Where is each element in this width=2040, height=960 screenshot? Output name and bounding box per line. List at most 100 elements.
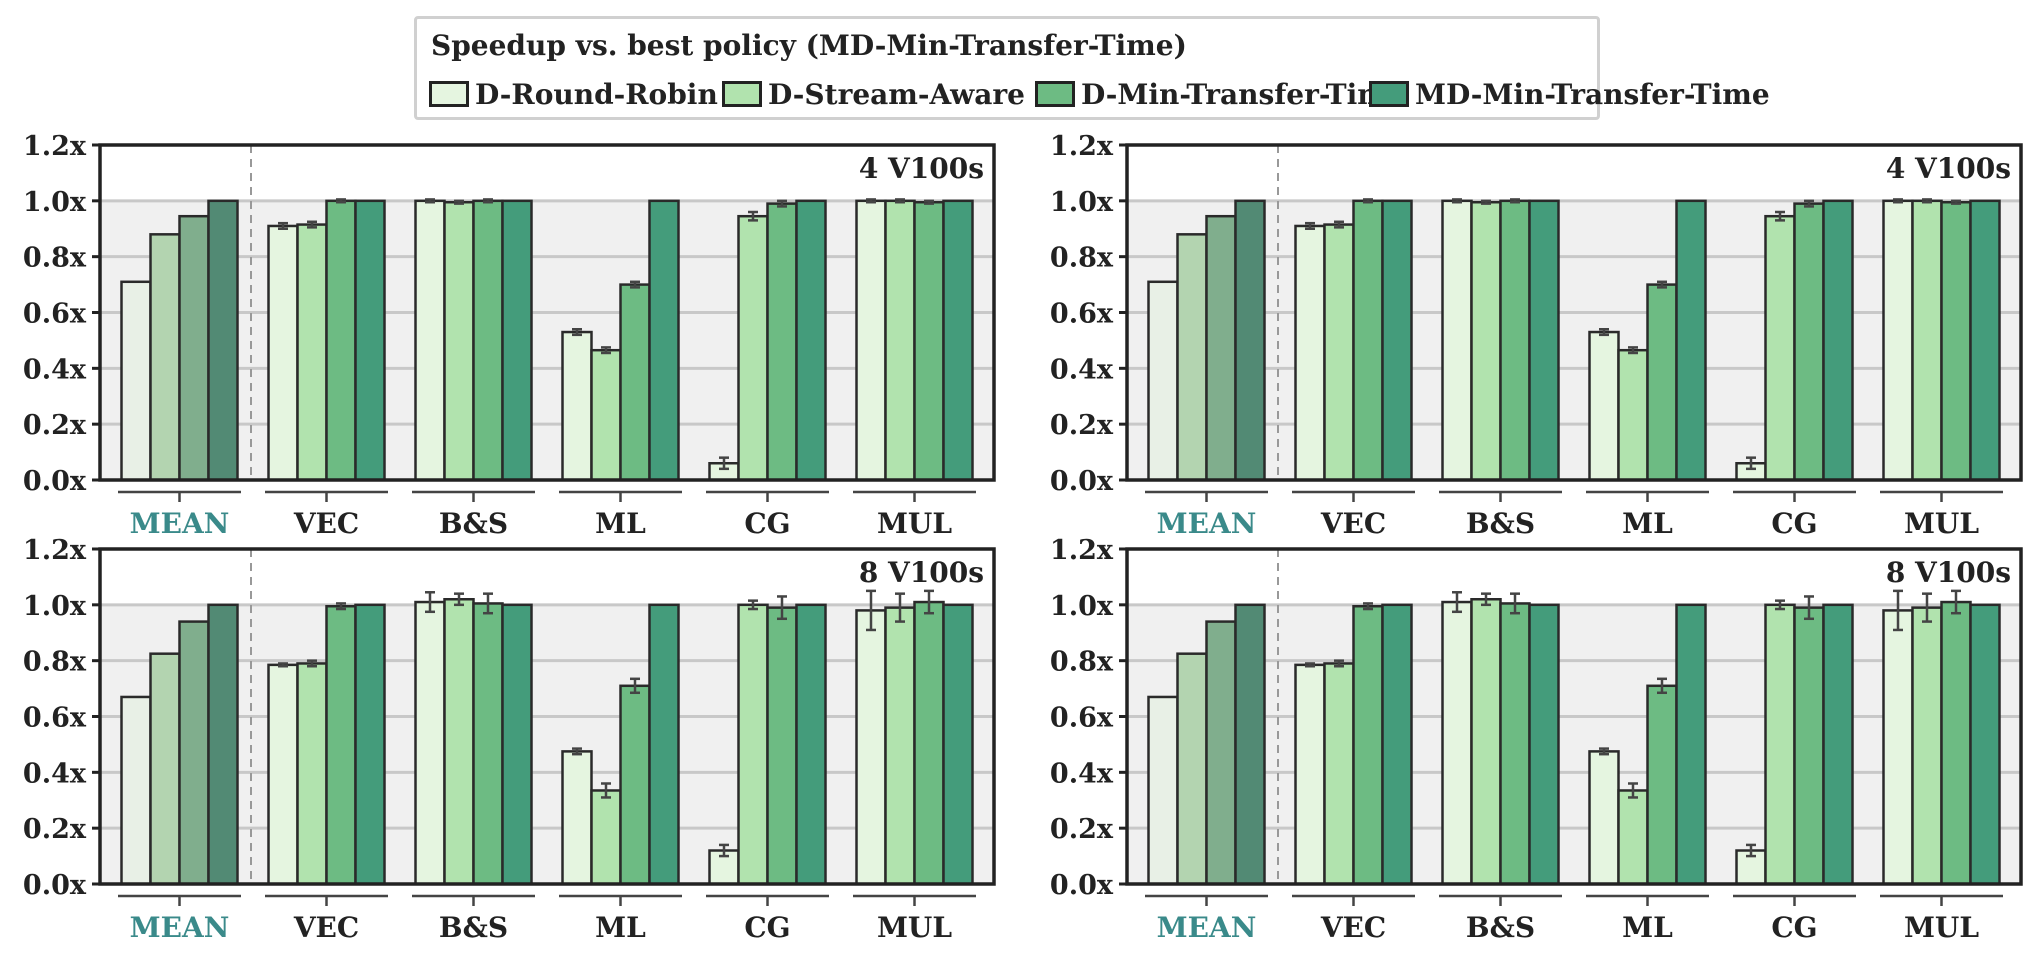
bar xyxy=(1470,200,1502,482)
bar xyxy=(561,330,593,482)
bar xyxy=(1352,199,1384,482)
bar xyxy=(1323,223,1355,482)
bar xyxy=(1381,199,1413,482)
bar xyxy=(795,603,827,886)
bar xyxy=(1764,603,1796,886)
category-label: ML xyxy=(1622,911,1673,944)
y-tick-label: 0.8x xyxy=(23,647,87,678)
y-tick-label: 0.2x xyxy=(23,814,87,845)
bar xyxy=(1176,233,1208,482)
legend-swatch xyxy=(1035,81,1075,107)
y-tick-label: 1.2x xyxy=(1050,535,1114,566)
bar xyxy=(942,199,974,482)
bar xyxy=(501,603,533,886)
legend: Speedup vs. best policy (MD-Min-Transfer… xyxy=(414,16,1770,120)
bar xyxy=(942,603,974,886)
bar xyxy=(1675,199,1707,482)
chart-panel: 0.0x 0.2x 0.4x 0.6x 0.8x 1.0x 1.2x MEAN VEC B&S ML… xyxy=(1050,535,2023,944)
bar xyxy=(1969,603,2001,886)
category-label: B&S xyxy=(439,911,508,944)
y-tick-label: 1.0x xyxy=(1050,591,1114,622)
category-label: CG xyxy=(1771,911,1817,944)
y-tick-label: 1.2x xyxy=(1050,131,1114,162)
plot-frame xyxy=(98,143,996,482)
bar xyxy=(561,750,593,886)
y-tick-label: 0.4x xyxy=(23,758,87,789)
bar xyxy=(855,199,887,482)
y-tick-label: 0.2x xyxy=(1050,410,1114,441)
category-label: VEC xyxy=(1320,507,1386,540)
bar xyxy=(325,604,357,886)
legend-swatch xyxy=(722,81,762,107)
bar xyxy=(178,214,210,482)
y-tick-label: 0.8x xyxy=(1050,647,1114,678)
bar xyxy=(766,202,798,482)
category-label: ML xyxy=(595,507,646,540)
legend-label: MD-Min-Transfer-Time xyxy=(1415,77,1770,111)
legend-entry-d-min-transfer-time: D-Min-Transfer-Time xyxy=(1035,77,1405,111)
bar xyxy=(1323,662,1355,886)
bar xyxy=(1205,620,1237,886)
bar xyxy=(1882,199,1914,482)
bar xyxy=(1205,214,1237,482)
legend-label: D-Min-Transfer-Time xyxy=(1081,77,1405,111)
bar xyxy=(414,600,446,886)
bar xyxy=(913,600,945,886)
bar xyxy=(1882,609,1914,886)
plot-frame xyxy=(98,547,996,886)
bar xyxy=(1617,348,1649,482)
bar xyxy=(1294,663,1326,886)
legend-entry-d-stream-aware: D-Stream-Aware xyxy=(722,77,1025,111)
bar xyxy=(1470,598,1502,886)
category-label: MEAN xyxy=(130,507,230,540)
y-tick-label: 1.2x xyxy=(23,535,87,566)
category-label: VEC xyxy=(1320,911,1386,944)
plot-frame xyxy=(1125,547,2023,886)
legend-label: D-Round-Robin xyxy=(475,77,718,111)
bar xyxy=(354,603,386,886)
category-label: B&S xyxy=(1466,507,1535,540)
bar xyxy=(1675,603,1707,886)
y-tick-label: 1.0x xyxy=(23,591,87,622)
panel-annotation: 4 V100s xyxy=(859,152,984,185)
bar xyxy=(1911,199,1943,482)
bar xyxy=(619,283,651,482)
bar xyxy=(737,603,769,886)
y-tick-label: 0.0x xyxy=(23,870,87,901)
bar xyxy=(325,199,357,482)
bar xyxy=(1528,603,1560,886)
category-label: B&S xyxy=(1466,911,1535,944)
bar xyxy=(884,606,916,886)
bar xyxy=(1646,684,1678,886)
bar xyxy=(1381,603,1413,886)
bar xyxy=(267,663,299,886)
bar xyxy=(590,348,622,482)
y-tick-label: 0.0x xyxy=(1050,466,1114,497)
bar xyxy=(1499,199,1531,482)
chart-panel: 0.0x 0.2x 0.4x 0.6x 0.8x 1.0x 1.2x MEAN VEC B&S ML… xyxy=(1050,131,2023,540)
bar xyxy=(1294,224,1326,482)
panel-annotation: 8 V100s xyxy=(859,556,984,589)
category-label: VEC xyxy=(293,507,359,540)
category-label: MEAN xyxy=(130,911,230,944)
bar xyxy=(1499,602,1531,886)
bar xyxy=(766,606,798,886)
category-label: MUL xyxy=(1904,911,1979,944)
bar xyxy=(884,199,916,482)
y-tick-label: 1.0x xyxy=(1050,187,1114,218)
bar xyxy=(354,199,386,482)
y-tick-label: 0.6x xyxy=(23,703,87,734)
bar xyxy=(1441,199,1473,482)
bar xyxy=(267,224,299,482)
y-tick-label: 0.8x xyxy=(1050,243,1114,274)
legend-title: Speedup vs. best policy (MD-Min-Transfer… xyxy=(431,29,1187,62)
category-label: MUL xyxy=(877,507,952,540)
bar xyxy=(1793,202,1825,482)
bar xyxy=(149,652,181,886)
bar xyxy=(472,199,504,482)
bar xyxy=(1969,199,2001,482)
bar xyxy=(795,199,827,482)
bar xyxy=(855,609,887,886)
bar xyxy=(1617,789,1649,886)
